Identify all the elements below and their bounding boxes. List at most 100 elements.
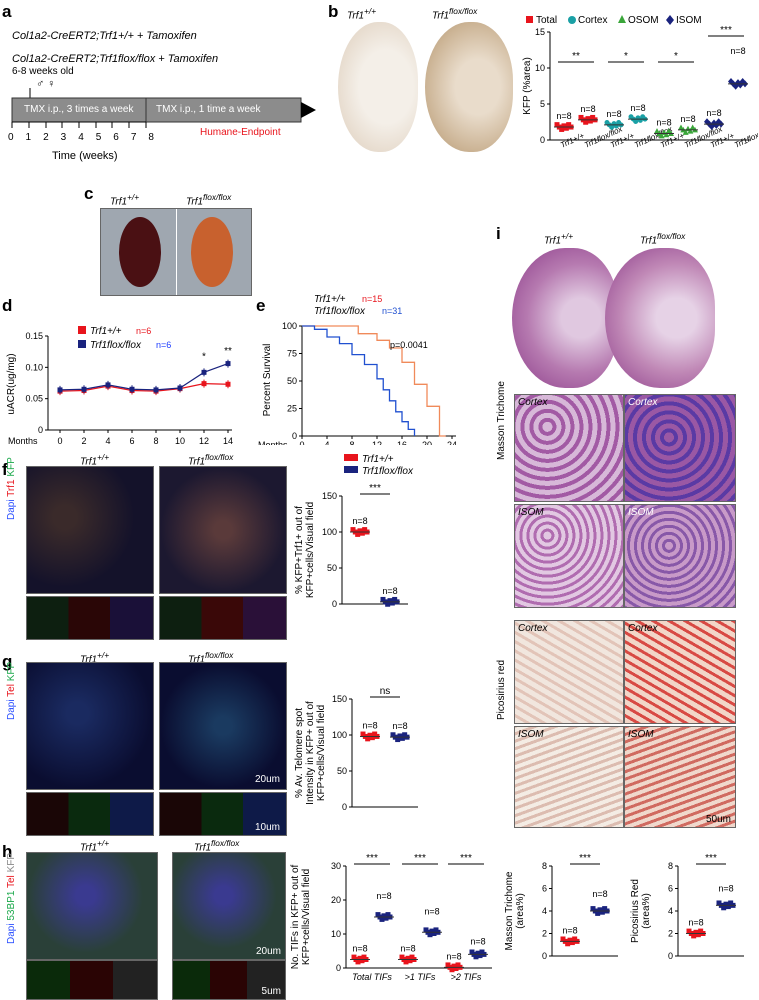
cohort-line-wt: Col1a2-CreERT2;Trf1+/+ + Tamoxifen (12, 30, 197, 42)
y-axis-label: % KFP+Trf1+ out of (294, 506, 305, 594)
data-point (569, 940, 575, 946)
data-point (385, 601, 391, 607)
i-picro-label: Picosirius red (496, 659, 507, 720)
i-masson-cortex-ko: Cortex (624, 394, 736, 502)
legend-label: Trf1+/+ (314, 294, 346, 305)
y-axis-label: uACR(ug/mg) (6, 353, 17, 414)
y-axis-label: KFP+cells/Visual field (305, 502, 316, 598)
i-masson-label: Masson Trichome (496, 381, 507, 460)
y-tick-label: 75 (287, 349, 297, 359)
significance-label: *** (579, 853, 591, 864)
significance-label: ns (380, 686, 391, 697)
n-label: n=8 (718, 883, 733, 893)
n-label: n=8 (562, 925, 577, 935)
data-point (599, 909, 605, 915)
tick-label: 7 (130, 132, 137, 143)
y-tick-label: 30 (331, 861, 341, 871)
data-point (201, 369, 207, 375)
data-point (129, 386, 135, 392)
f-ko-label: Trf1flox/flox (188, 452, 234, 468)
h-image-wt (26, 852, 158, 960)
legend-n: n=6 (136, 326, 151, 336)
data-point (407, 958, 413, 964)
y-tick-label: 2 (542, 929, 547, 939)
f-image-wt (26, 466, 154, 594)
y-tick-label: 0.05 (25, 394, 43, 404)
y-tick-label: 15 (535, 27, 545, 37)
panel-label-f: f (2, 460, 8, 479)
n-label: n=8 (352, 944, 367, 954)
data-point (399, 735, 405, 741)
y-tick-label: 5 (540, 99, 545, 109)
y-tick-label: 0 (668, 951, 673, 961)
i-picro-cortex-ko: Cortex (624, 620, 736, 724)
significance-label: * (202, 352, 206, 363)
age-text: 6-8 weeks old (12, 66, 74, 77)
data-point (225, 361, 231, 367)
n-label: n=8 (680, 114, 695, 124)
data-point (369, 735, 375, 741)
y-axis-label: (area%) (515, 893, 526, 929)
panel-label-a: a (2, 2, 12, 21)
y-tick-label: 150 (332, 694, 347, 704)
legend-marker (78, 326, 86, 334)
x-tick-label: 0 (57, 436, 62, 446)
y-tick-label: 8 (668, 861, 673, 871)
y-tick-label: 4 (542, 906, 547, 916)
significance-label: ** (224, 346, 232, 357)
n-label: n=8 (688, 918, 703, 928)
y-tick-label: 50 (287, 376, 297, 386)
y-tick-label: 0 (542, 951, 547, 961)
n-label: n=8 (470, 936, 485, 946)
tick-label: 5 (95, 132, 102, 143)
legend-marker (344, 454, 358, 461)
legend-marker (78, 340, 86, 348)
g-wt-label: Trf1+/+ (80, 650, 110, 666)
significance-label: *** (366, 853, 378, 864)
n-label: n=8 (362, 720, 377, 730)
y-tick-label: 20 (331, 895, 341, 905)
kidney-photo (100, 208, 252, 296)
data-point (725, 904, 731, 910)
h-stain-label: Dapi 53BP1 Tel KFP (6, 852, 17, 944)
data-point (587, 118, 593, 124)
legend-label: Trf1+/+ (362, 454, 394, 465)
kidney-section-wt (338, 22, 418, 152)
y-axis-label: No. TIFs in KFP+ out of (290, 864, 301, 969)
cohort-line-ko: Col1a2-CreERT2;Trf1flox/flox + Tamoxifen (12, 53, 219, 65)
h-image-ko: 20um (172, 852, 286, 960)
data-point (427, 932, 433, 938)
tick-label: 3 (60, 132, 67, 143)
y-tick-label: 50 (337, 766, 347, 776)
data-point (658, 132, 665, 139)
y-tick-label: 10 (331, 929, 341, 939)
i-picro-isom-ko: ISOM 50um (624, 726, 736, 828)
y-axis-label: KFP (%area) (522, 57, 533, 115)
y-tick-label: 0.10 (25, 362, 43, 372)
x-axis-label: Months (8, 436, 38, 446)
g-scalebar-label: 20um (254, 774, 280, 785)
data-point (595, 910, 601, 916)
legend-label: Trf1flox/flox (90, 340, 142, 351)
significance-label: *** (460, 853, 472, 864)
x-tick-label: 24 (447, 440, 457, 445)
significance-label: * (624, 51, 628, 62)
x-tick-label: 20 (422, 440, 432, 445)
tick-label: 8 (148, 132, 154, 143)
tick-label: 4 (78, 132, 84, 143)
n-label: n=8 (580, 104, 595, 114)
x-tick-label: Trf1+/+ (559, 131, 586, 150)
i-kidney-ko (605, 248, 715, 388)
g-inset-ko: 10um (159, 792, 287, 836)
data-point (81, 386, 87, 392)
data-point (691, 933, 697, 939)
panel-label-b: b (328, 2, 339, 21)
y-tick-label: 0.15 (25, 331, 43, 341)
y-tick-label: 6 (542, 884, 547, 894)
y-axis-label: KFP+cells/Visual field (301, 869, 312, 965)
y-tick-label: 0 (292, 431, 297, 441)
legend-label: Cortex (578, 15, 607, 26)
significance-label: *** (369, 483, 381, 494)
g-image-wt (26, 662, 154, 790)
